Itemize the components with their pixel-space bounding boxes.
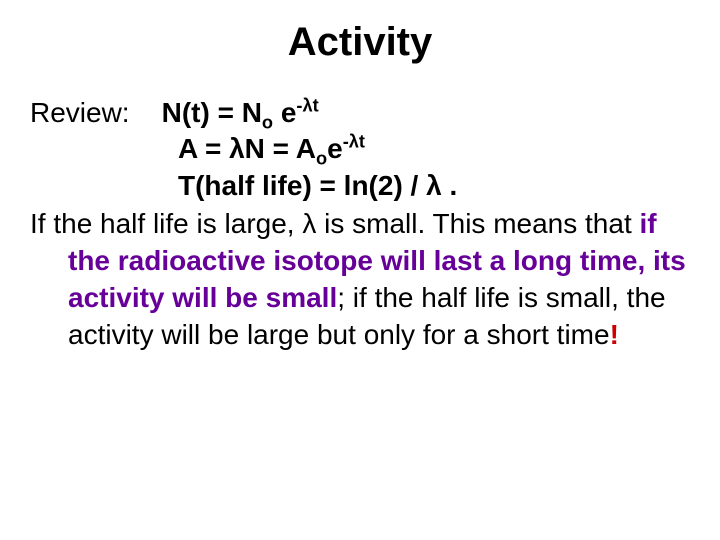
para-frag-3b: ; if the (337, 282, 413, 313)
para-frag-5a: but only for a short time (317, 319, 610, 350)
eq2-sub: o (316, 149, 327, 169)
review-label: Review: (30, 95, 130, 131)
eq1-sup: -λt (296, 96, 318, 116)
slide: Activity Review:N(t) = No e-λt A = λN = … (0, 0, 720, 540)
slide-title-container: Activity (30, 20, 690, 65)
eq2-sup: -λt (343, 132, 365, 152)
eq1-mid: e (273, 97, 296, 128)
paragraph: If the half life is large, λ is small. T… (30, 206, 690, 354)
eq2-lhs: A = λN = A (178, 133, 316, 164)
eq3-text: T(half life) = ln(2) / λ . (178, 170, 457, 201)
para-frag-1: If the half life is large, λ is small. T… (30, 208, 577, 239)
equation-line-3: T(half life) = ln(2) / λ . (178, 168, 690, 204)
eq1-lhs: N(t) = N (162, 97, 262, 128)
para-frag-2a: that (585, 208, 639, 239)
eq2-mid: e (327, 133, 343, 164)
equation-line-1: Review: N(t) = No e-λt (30, 95, 690, 131)
eq1-sub: o (262, 113, 273, 133)
paragraph-block: If the half life is large, λ is small. T… (30, 206, 690, 354)
equation-line-2: A = λN = Aoe-λt (178, 131, 690, 167)
para-frag-5b: ! (610, 319, 619, 350)
slide-title: Activity (288, 20, 433, 64)
